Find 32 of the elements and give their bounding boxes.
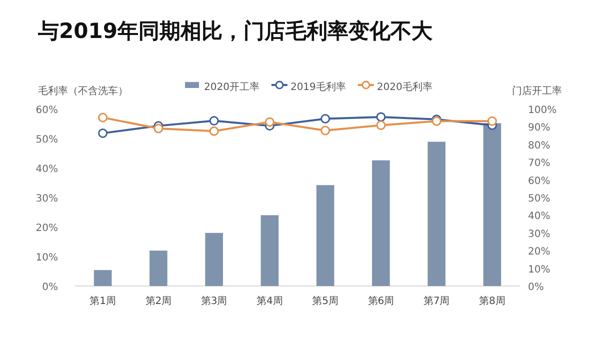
y2-tick-label: 50%	[528, 194, 550, 204]
y2-tick-label: 40%	[528, 211, 550, 222]
x-tick-label: 第8周	[479, 295, 506, 307]
y2-tick-label: 90%	[528, 122, 550, 134]
y2-tick-label: 60%	[528, 176, 550, 187]
x-tick-label: 第5周	[312, 295, 338, 307]
y-tick-label: 50%	[36, 134, 58, 146]
legend-label: 2020毛利率	[376, 81, 432, 93]
y2-tick-label: 20%	[528, 246, 550, 258]
y-tick-label: 40%	[36, 164, 58, 175]
y2-tick-label: 100%	[528, 105, 557, 116]
y-axis-title: 毛利率（不含洗车）	[38, 85, 128, 97]
y-tick-label: 60%	[36, 105, 58, 116]
y2-axis-title: 门店开工率	[512, 85, 562, 97]
x-tick-label: 第1周	[90, 295, 116, 307]
x-tick-label: 第6周	[368, 295, 394, 307]
y-tick-label: 0%	[42, 282, 58, 293]
y2-tick-label: 30%	[528, 228, 550, 240]
y-tick-label: 30%	[36, 194, 58, 204]
y-tick-label: 10%	[36, 252, 58, 264]
y-tick-label: 20%	[36, 223, 58, 234]
y2-tick-label: 10%	[528, 264, 550, 276]
legend-label: 2019毛利率	[290, 81, 346, 93]
x-tick-label: 第7周	[423, 295, 450, 307]
x-tick-label: 第4周	[256, 295, 283, 307]
legend-label: 2020开工率	[204, 81, 260, 93]
chart-title: 与2019年同期相比，门店毛利率变化不大	[37, 19, 434, 43]
y2-tick-label: 0%	[528, 282, 544, 293]
y2-tick-label: 80%	[528, 140, 550, 152]
y2-tick-label: 70%	[528, 158, 550, 170]
x-tick-label: 第2周	[145, 295, 172, 307]
x-tick-label: 第3周	[200, 295, 228, 307]
